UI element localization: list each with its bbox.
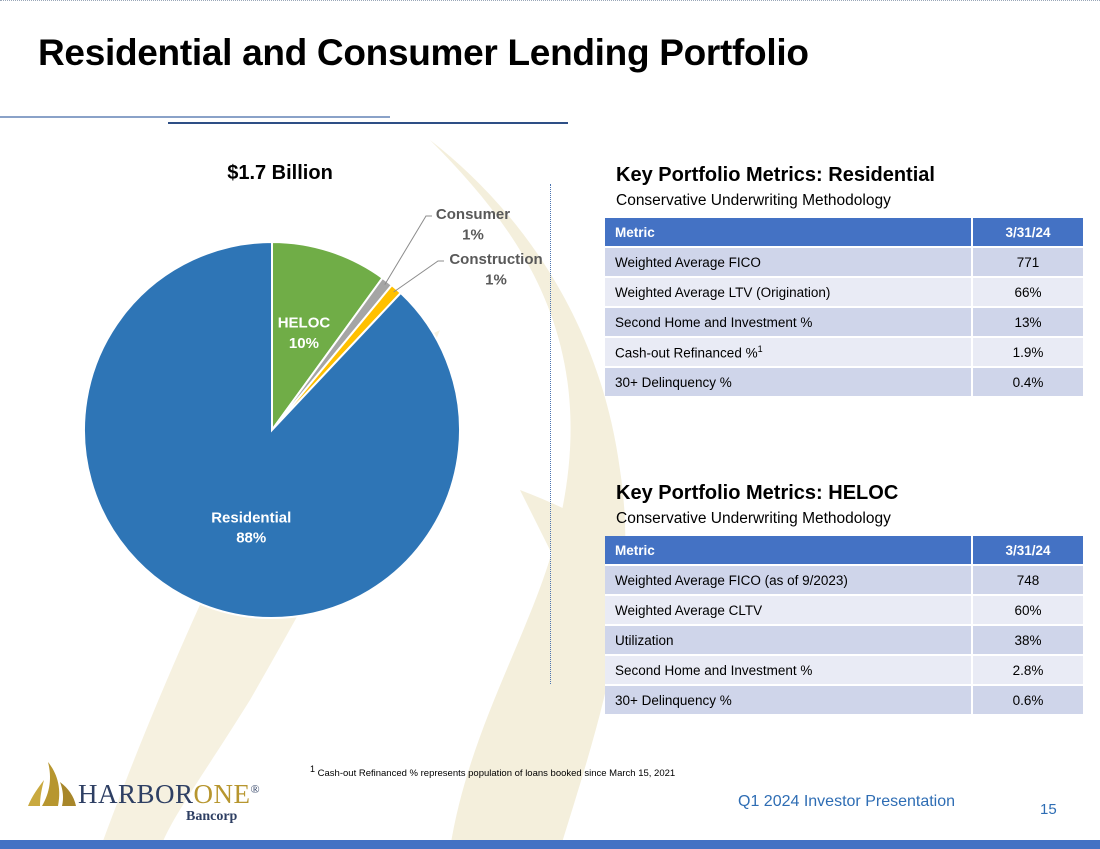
table-row: Weighted Average FICO 771 [605, 246, 1083, 277]
pie-slice-heloc [271, 240, 384, 434]
table-header-row: Metric 3/31/24 [605, 218, 1083, 247]
metric-value: 748 [971, 564, 1083, 595]
heloc-metrics-title: Key Portfolio Metrics: HELOC [616, 482, 899, 504]
table-row: Second Home and Investment % 2.8% [605, 654, 1083, 685]
header-date: 3/31/24 [971, 536, 1083, 565]
leader-line [393, 260, 444, 293]
title-rule-light [0, 116, 390, 118]
logo-wordmark: HARBORONE® [78, 779, 260, 810]
footnote: 1 Cash-out Refinanced % represents popul… [310, 764, 675, 779]
metric-value: 66% [971, 276, 1083, 307]
page-number: 15 [1040, 801, 1057, 818]
logo-bancorp: Bancorp [186, 809, 238, 824]
metric-name: Second Home and Investment % [605, 654, 972, 685]
residential-metrics-table: Metric 3/31/24 Weighted Average FICO 771 W… [605, 218, 1083, 396]
table-row: Weighted Average FICO (as of 9/2023) 748 [605, 564, 1083, 595]
table-row: Second Home and Investment % 13% [605, 306, 1083, 337]
bottom-accent-bar [0, 840, 1100, 849]
metric-value: 60% [971, 594, 1083, 625]
metric-label: Weighted Average FICO [615, 254, 761, 270]
presentation-name: Q1 2024 Investor Presentation [738, 793, 956, 810]
metric-label: Cash-out Refinanced % [615, 345, 758, 361]
harborone-sail-logo-icon [28, 762, 76, 806]
table-header-row: Metric 3/31/24 [605, 536, 1083, 565]
table-row: Cash-out Refinanced %1 1.9% [605, 336, 1083, 367]
section-divider [550, 184, 551, 684]
metric-label: 30+ Delinquency % [615, 374, 732, 390]
header-metric: Metric [605, 218, 972, 247]
footnote-text: Cash-out Refinanced % represents populat… [315, 768, 676, 780]
metric-name: Second Home and Investment % [605, 306, 972, 337]
leader-line [384, 215, 432, 285]
metric-label: Second Home and Investment % [615, 314, 813, 330]
footnote-marker: 1 [757, 343, 763, 354]
metric-value: 0.6% [971, 684, 1083, 714]
logo-registered-mark: ® [250, 782, 261, 796]
table-row: Weighted Average CLTV 60% [605, 594, 1083, 625]
metric-label: 30+ Delinquency % [615, 692, 732, 708]
slice-label-consumer: Consumer 1% [436, 206, 510, 243]
table-row: 30+ Delinquency % 0.4% [605, 366, 1083, 396]
heloc-metrics-table: Metric 3/31/24 Weighted Average FICO (as… [605, 536, 1083, 714]
metric-value: 2.8% [971, 654, 1083, 685]
metric-name: 30+ Delinquency % [605, 684, 972, 714]
metric-name: Weighted Average FICO [605, 246, 972, 277]
top-dotted-border [0, 0, 1100, 1]
metric-label: Utilization [615, 632, 674, 648]
metric-value: 0.4% [971, 366, 1083, 396]
residential-metrics-title: Key Portfolio Metrics: Residential [616, 164, 935, 186]
slice-label-heloc: HELOC 10% [278, 315, 331, 352]
logo-harbor: HARBOR [78, 779, 194, 809]
metric-label: Weighted Average CLTV [615, 602, 763, 618]
page-title: Residential and Consumer Lending Portfol… [38, 32, 809, 73]
metric-label: Second Home and Investment % [615, 662, 813, 678]
metric-name: Weighted Average LTV (Origination) [605, 276, 972, 307]
metric-value: 38% [971, 624, 1083, 655]
pie-slice-residential [83, 240, 461, 619]
metric-name: Weighted Average CLTV [605, 594, 972, 625]
slice-label-construction: Construction 1% [449, 251, 542, 288]
footnote-marker: 1 [310, 764, 316, 774]
metric-value: 771 [971, 246, 1083, 277]
title-rule-dark [168, 122, 568, 124]
pie-chart: HELOC 10% Residential 88% Consumer 1% Construc… [83, 206, 543, 619]
metric-name: 30+ Delinquency % [605, 366, 972, 396]
residential-metrics-subtitle: Conservative Underwriting Methodology [616, 192, 891, 209]
logo-one: ONE [193, 779, 251, 809]
header-metric: Metric [605, 536, 972, 565]
metric-name: Weighted Average FICO (as of 9/2023) [605, 564, 972, 595]
table-row: Weighted Average LTV (Origination) 66% [605, 276, 1083, 307]
metric-label: Weighted Average FICO (as of 9/2023) [615, 572, 848, 588]
metric-value: 1.9% [971, 336, 1083, 367]
table-row: Utilization 38% [605, 624, 1083, 655]
metric-name: Utilization [605, 624, 972, 655]
chart-title: $1.7 Billion [227, 162, 333, 184]
metric-name: Cash-out Refinanced %1 [605, 336, 972, 367]
metric-label: Weighted Average LTV (Origination) [615, 284, 831, 300]
table-row: 30+ Delinquency % 0.6% [605, 684, 1083, 714]
metric-value: 13% [971, 306, 1083, 337]
header-date: 3/31/24 [971, 218, 1083, 247]
slice-label-residential: Residential 88% [211, 509, 291, 546]
heloc-metrics-subtitle: Conservative Underwriting Methodology [616, 510, 891, 527]
